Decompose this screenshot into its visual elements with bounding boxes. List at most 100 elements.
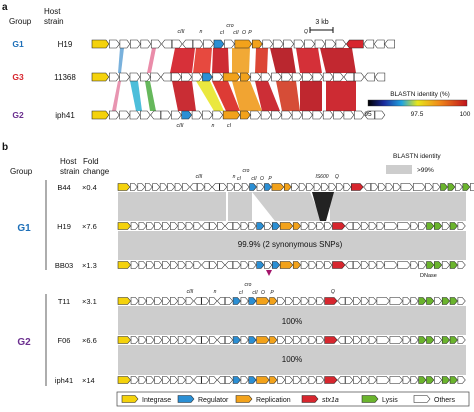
blast-ribbon <box>147 48 156 73</box>
b-f06-other-gene <box>162 336 171 344</box>
b-b44-other-gene <box>152 183 161 191</box>
panel-b-label: b <box>2 142 8 153</box>
b-bb03-integrase-gene <box>117 261 131 269</box>
gene-label: P <box>270 290 274 296</box>
b-iph41-stx1a-gene <box>324 376 338 384</box>
b-bb03-other-gene <box>397 261 411 269</box>
panel-a-label: a <box>2 2 8 13</box>
b-bb03-replication-gene <box>279 261 294 269</box>
b-f06-lysis-gene <box>418 336 427 344</box>
fold-change-value: ×7.6 <box>82 222 97 231</box>
b-b44-regulator-gene <box>249 183 257 191</box>
a-11368-other-gene <box>119 72 130 82</box>
b-t11-lysis-gene <box>418 297 427 305</box>
b-f06-other-gene <box>209 336 218 344</box>
b-h19-lysis-gene <box>449 222 458 230</box>
host-strain-label: T11 <box>58 297 70 306</box>
legend-label-replication: Replication <box>256 397 291 404</box>
b-f06-regulator-gene <box>248 336 257 344</box>
a-iph41-other-gene <box>333 110 344 120</box>
b-t11-other-gene <box>360 297 369 305</box>
a-iph41-other-gene <box>202 110 213 120</box>
b-t11-other-gene <box>345 297 354 305</box>
b-b44-other-gene <box>432 183 441 191</box>
blast-ribbon <box>212 48 229 73</box>
b-f06-integrase-gene <box>117 336 131 344</box>
b-h19-other-gene <box>324 222 333 230</box>
b-h19-lysis-gene <box>434 222 443 230</box>
identity-note: 100% <box>282 317 302 326</box>
gene-label: cI <box>239 290 244 296</box>
a-iph41-other-gene <box>271 110 282 120</box>
b-t11-other-gene <box>353 297 362 305</box>
blast-ribbon <box>170 48 195 73</box>
b-h19-other-gene <box>162 222 171 230</box>
b-f06-other-gene <box>170 336 179 344</box>
b-iph41-lysis-gene <box>426 376 435 384</box>
b-f06-other-gene <box>316 336 325 344</box>
gene-label: cI <box>237 176 242 182</box>
b-t11-replication-gene <box>256 297 270 305</box>
b-iph41-replication-gene <box>256 376 270 384</box>
blast-ribbon <box>300 81 322 111</box>
gene-label: IS600 <box>315 174 328 180</box>
b-bb03-other-gene <box>418 261 427 269</box>
b-iph41-integrase-gene <box>117 376 131 384</box>
b-iph41-other-gene <box>300 376 309 384</box>
b-f06-other-gene <box>353 336 362 344</box>
legend-label-integrase: Integrase <box>142 397 171 404</box>
b-h19-other-gene <box>368 222 377 230</box>
blast-ribbon <box>320 48 356 73</box>
a-11368-other-gene <box>191 72 203 82</box>
b-iph41-other-gene <box>240 376 249 384</box>
b-bb03-stx1a-gene <box>332 261 346 269</box>
b-h19-other-gene <box>345 222 354 230</box>
identity-block <box>228 192 252 221</box>
b-h19-other-gene <box>146 222 155 230</box>
a-11368-other-gene <box>140 72 151 82</box>
b-b44-other-gene <box>137 183 146 191</box>
b-bb03-replication-gene <box>292 261 301 269</box>
fold-change-value: ×1.3 <box>82 261 97 270</box>
fold-change-value: ×6.6 <box>82 336 97 345</box>
b-f06-other-gene <box>217 336 226 344</box>
colorbar-tick-label: 100 <box>460 111 471 118</box>
a-iph41-replication-gene <box>222 110 241 120</box>
identity-legend-title: BLASTN identity <box>393 153 441 160</box>
a-iph41-other-gene <box>119 110 130 120</box>
gene-label: P <box>268 176 272 182</box>
b-iph41-other-gene <box>277 376 286 384</box>
a-h19-other-gene <box>262 39 274 49</box>
gene-label: cI <box>220 30 225 36</box>
b-b44-other-gene <box>241 183 250 191</box>
a-iph41-other-gene <box>374 110 386 120</box>
group-header: Group <box>10 167 33 176</box>
b-b44-other-gene <box>204 183 213 191</box>
b-f06-lysis-gene <box>426 336 435 344</box>
b-t11-lysis-gene <box>426 297 435 305</box>
legend-label-others: Others <box>434 397 456 404</box>
gene-label: Q <box>335 174 339 180</box>
host-header: Host <box>44 7 61 16</box>
blast-ribbon <box>270 48 296 73</box>
a-h19-other-gene <box>119 39 131 49</box>
host-strain-label: H19 <box>57 222 71 231</box>
b-h19-other-gene <box>130 222 139 230</box>
b-h19-stx1a-gene <box>332 222 346 230</box>
b-iph41-other-gene <box>337 376 346 384</box>
b-b44-lysis-gene <box>462 183 471 191</box>
b-bb03-other-gene <box>130 261 139 269</box>
b-bb03-other-gene <box>193 261 202 269</box>
b-iph41-lysis-gene <box>441 376 450 384</box>
b-t11-other-gene <box>154 297 163 305</box>
b-b44-other-gene <box>385 183 394 191</box>
b-bb03-other-gene <box>248 261 257 269</box>
scale-bar-label: 3 kb <box>315 19 328 26</box>
b-b44-other-gene <box>321 183 329 191</box>
gene-label: Q <box>304 29 308 35</box>
b-bb03-other-gene <box>185 261 194 269</box>
b-f06-other-gene <box>240 336 249 344</box>
b-h19-other-gene <box>201 222 210 230</box>
blast-ribbon <box>232 81 262 111</box>
b-h19-other-gene <box>209 222 218 230</box>
